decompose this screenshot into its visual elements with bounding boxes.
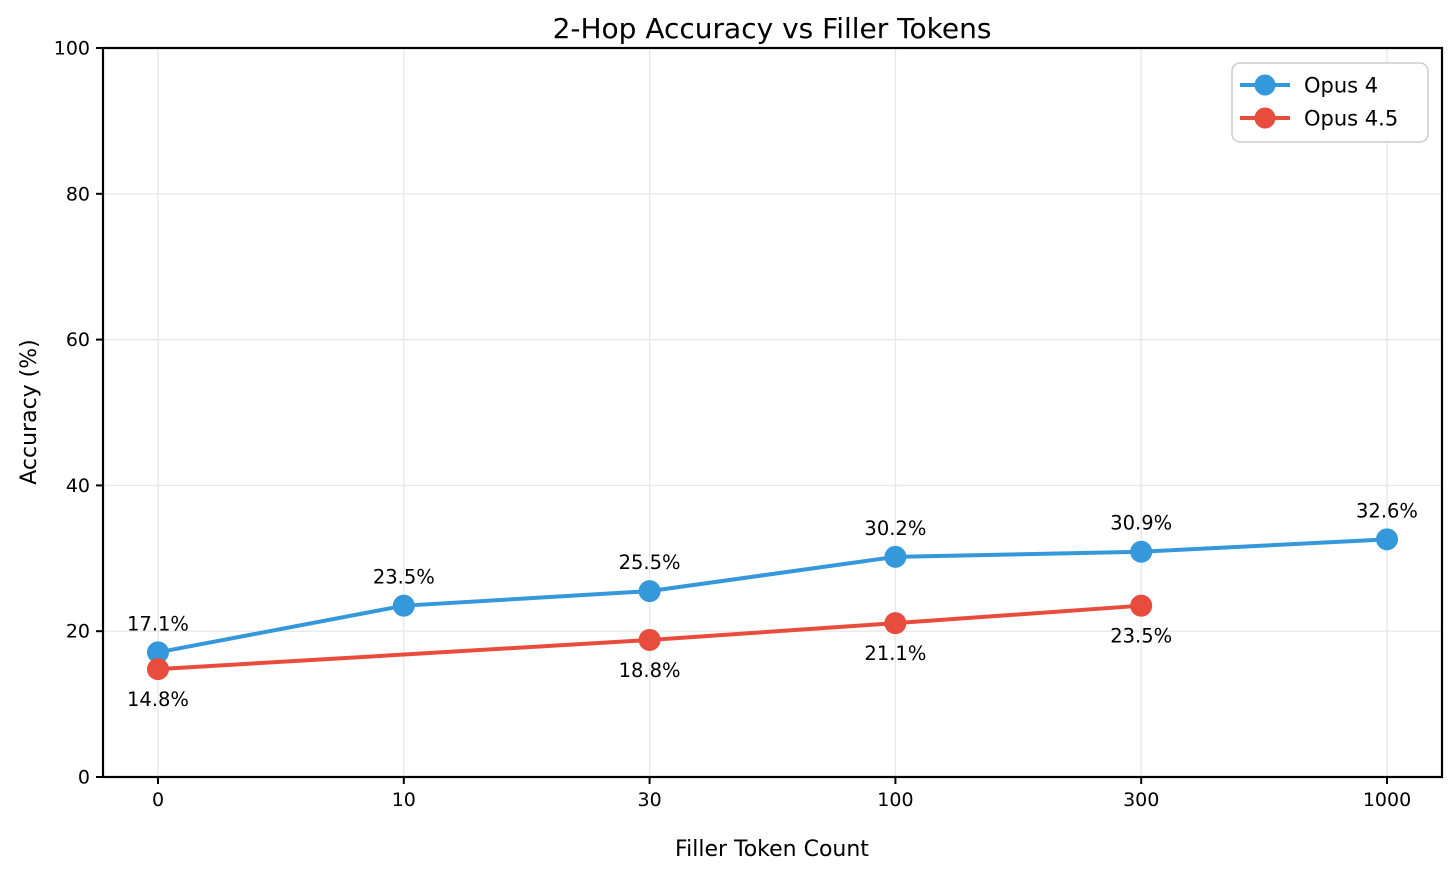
y-tick-label: 40 xyxy=(66,475,90,497)
data-point-marker-opus-4 xyxy=(884,545,907,568)
legend-entry-opus-4-5: Opus 4.5 xyxy=(1240,107,1398,131)
data-point-label: 23.5% xyxy=(1110,625,1172,648)
legend-label: Opus 4 xyxy=(1304,74,1378,98)
x-tick-label: 30 xyxy=(638,789,662,811)
data-point-marker-opus-4-5 xyxy=(884,612,907,635)
y-tick-label: 80 xyxy=(66,183,90,205)
chart-title: 2-Hop Accuracy vs Filler Tokens xyxy=(553,12,992,45)
y-axis-label: Accuracy (%) xyxy=(17,339,42,485)
y-tick-label: 0 xyxy=(78,767,90,789)
y-tick-label: 60 xyxy=(66,329,90,351)
legend: Opus 4 Opus 4.5 xyxy=(1231,62,1429,143)
data-point-label: 32.6% xyxy=(1356,499,1418,522)
data-point-label: 21.1% xyxy=(864,642,926,665)
data-point-marker-opus-4 xyxy=(1130,540,1153,563)
data-point-marker-opus-4-5 xyxy=(638,628,661,651)
series-line-opus-4-5 xyxy=(156,603,1144,672)
data-point-label: 30.2% xyxy=(864,517,926,540)
data-point-marker-opus-4-5 xyxy=(1130,594,1153,617)
data-point-label: 30.9% xyxy=(1110,512,1172,535)
data-point-marker-opus-4 xyxy=(1376,528,1398,551)
x-tick-label: 0 xyxy=(152,789,164,811)
data-point-label: 14.8% xyxy=(127,688,189,711)
series-layer xyxy=(147,528,1398,681)
legend-label: Opus 4.5 xyxy=(1304,107,1398,131)
x-axis-label: Filler Token Count xyxy=(675,837,869,862)
data-point-label: 25.5% xyxy=(619,551,681,574)
x-tick-label: 1000 xyxy=(1363,789,1411,811)
data-point-label: 18.8% xyxy=(619,659,681,682)
plot-border xyxy=(101,46,1444,779)
x-tick-label: 10 xyxy=(392,789,416,811)
data-point-marker-opus-4-5 xyxy=(147,658,169,681)
legend-entry-opus-4: Opus 4 xyxy=(1240,74,1378,98)
grid-layer xyxy=(103,47,1442,778)
data-point-marker-opus-4 xyxy=(147,641,169,664)
data-point-label: 23.5% xyxy=(373,566,435,589)
y-tick-label: 100 xyxy=(54,38,90,60)
x-tick-label: 100 xyxy=(877,789,913,811)
annotation-layer: 17.1% 23.5% 25.5% 30.2% 30.9% 32.6% 14.8% 18.8%… xyxy=(127,499,1418,711)
y-tick-label: 20 xyxy=(66,621,90,643)
legend-swatch-marker xyxy=(1254,74,1276,96)
series-line-opus-4 xyxy=(156,537,1389,655)
data-point-label: 17.1% xyxy=(127,612,189,635)
legend-box xyxy=(1231,62,1429,143)
legend-swatch-marker xyxy=(1254,107,1276,129)
data-point-marker-opus-4 xyxy=(638,580,661,603)
x-tick-label: 300 xyxy=(1123,789,1159,811)
data-point-marker-opus-4 xyxy=(392,594,415,617)
